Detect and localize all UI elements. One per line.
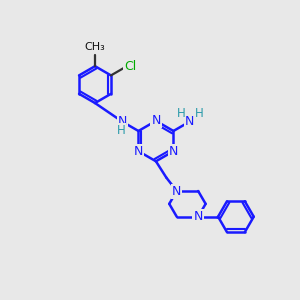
Text: N: N (151, 114, 160, 128)
Text: N: N (172, 184, 182, 197)
Text: N: N (194, 210, 203, 223)
Text: N: N (169, 145, 178, 158)
Text: CH₃: CH₃ (85, 42, 105, 52)
Text: H: H (194, 107, 203, 120)
Text: N: N (185, 115, 194, 128)
Text: Cl: Cl (124, 60, 136, 73)
Text: H: H (177, 107, 185, 120)
Text: N: N (118, 115, 127, 128)
Text: N: N (172, 184, 182, 197)
Text: N: N (134, 145, 143, 158)
Text: H: H (117, 124, 125, 137)
